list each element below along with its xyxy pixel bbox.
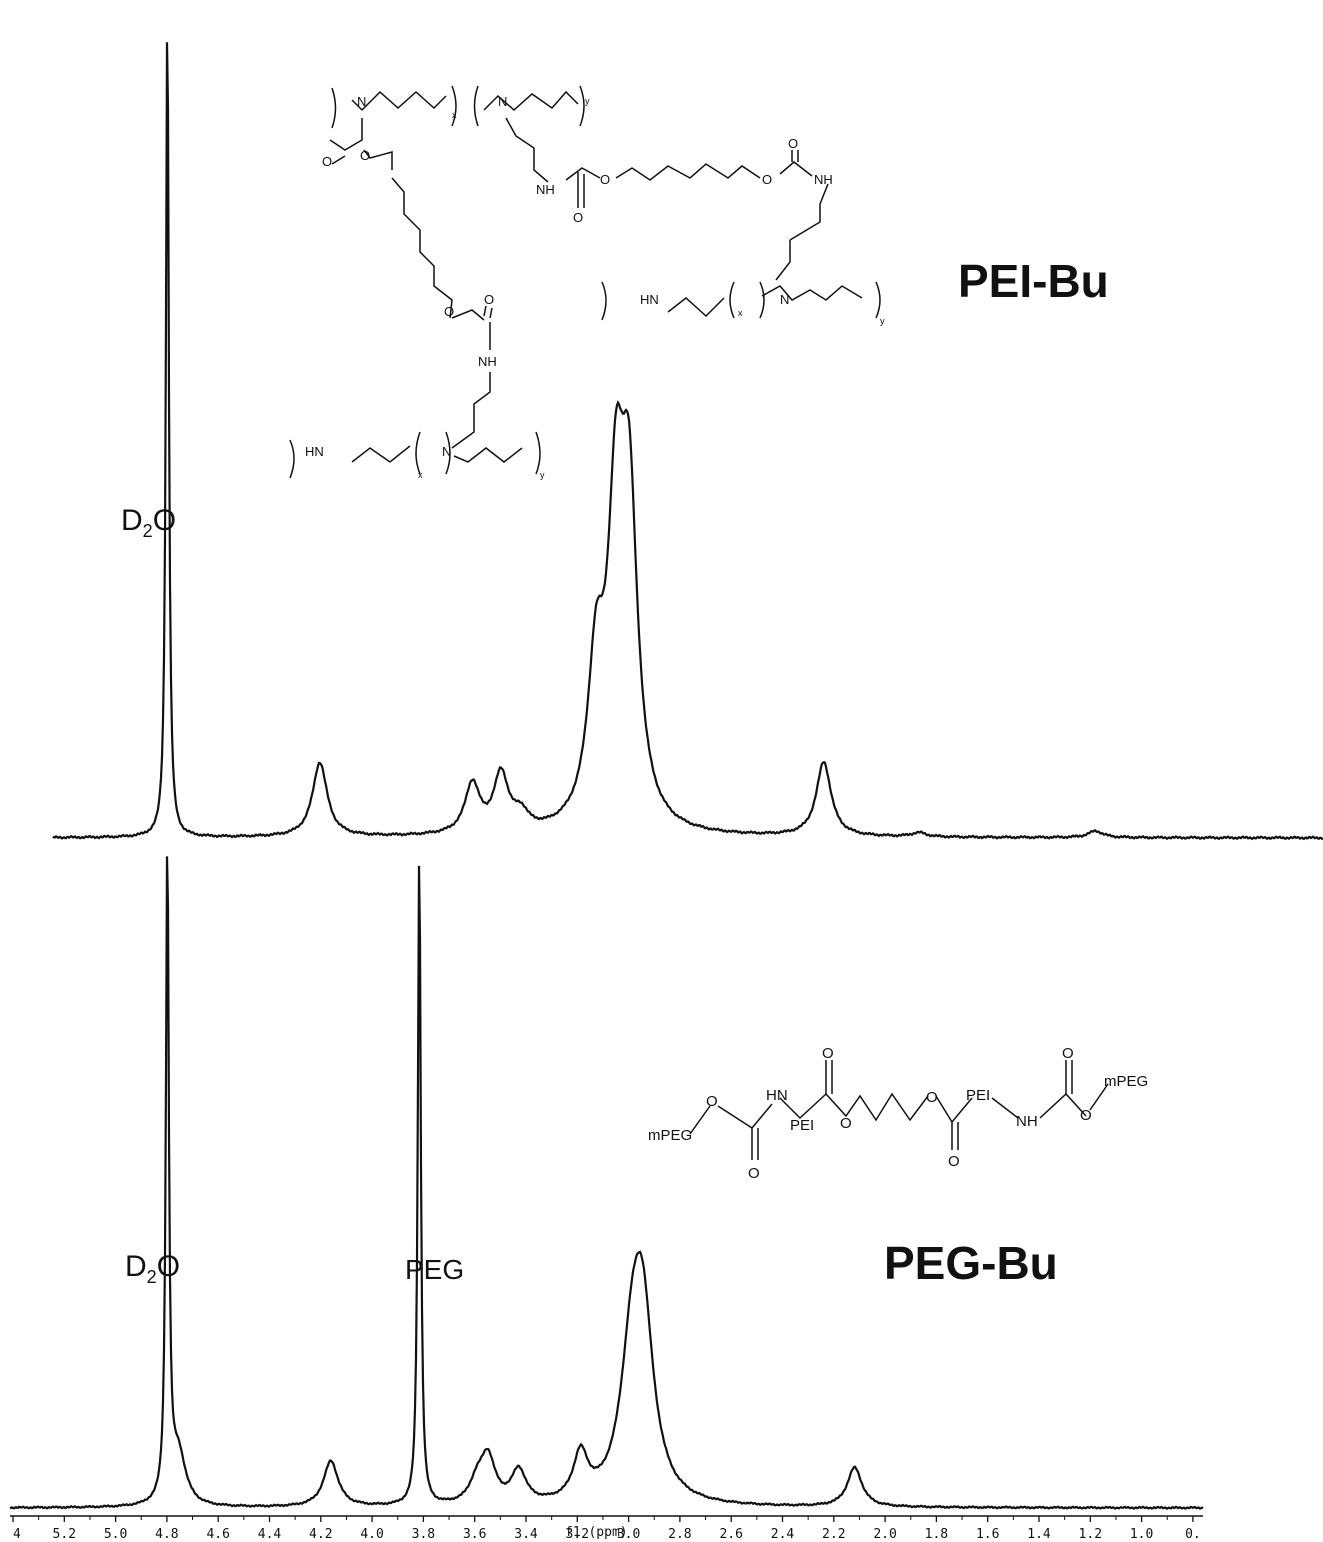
x-tick-label: 3.4 — [514, 1527, 538, 1542]
struct-text-hn1: HN — [305, 444, 324, 459]
x-tick-label: 4.8 — [155, 1527, 178, 1542]
struct-text-o4: O — [600, 172, 610, 187]
struct-text-peg-o5: O — [926, 1089, 938, 1106]
struct-text-x2: x — [418, 470, 423, 480]
struct-text-peg-o3: O — [822, 1045, 834, 1062]
struct-text-nh2: NH — [814, 172, 833, 187]
x-tick-label: 3.6 — [463, 1527, 486, 1542]
x-tick-label: 3.8 — [412, 1527, 435, 1542]
struct-text-o1: O — [322, 154, 332, 169]
struct-text-peg-o7: O — [1062, 1045, 1074, 1062]
x-tick-label: 4 — [13, 1527, 21, 1542]
pei-bu-structure: N x N y O O NH O O O O NH O O NH HN x N … — [289, 85, 885, 480]
x-tick-label: 0. — [1185, 1527, 1201, 1542]
x-tick-label: 2.0 — [873, 1527, 896, 1542]
x-tick-label: 4.4 — [258, 1527, 282, 1542]
pei-bu-label: PEI-Bu — [958, 255, 1109, 307]
struct-text-o2: O — [360, 148, 370, 163]
peg-bu-label: PEG-Bu — [884, 1237, 1058, 1289]
struct-text-o6: O — [788, 136, 798, 151]
struct-text-pei2: PEI — [966, 1087, 990, 1104]
struct-text-peg-o4: O — [840, 1115, 852, 1132]
peg-bu-spectrum-line — [9, 856, 1204, 1511]
x-tick-label: 1.6 — [976, 1527, 999, 1542]
struct-text-n2: N — [498, 94, 507, 109]
x-axis-ticks: 4 5.2 5.0 4.8 4.6 4.4 4.2 4.0 3.8 3.6 3.4 3.2 3.0 2.8… — [12, 1516, 1201, 1542]
struct-text-x1: x — [452, 110, 457, 120]
struct-text-hn2: HN — [640, 292, 659, 307]
struct-text-mpeg1: mPEG — [648, 1127, 692, 1144]
struct-text-y3: y — [880, 316, 885, 326]
x-tick-label: 4.6 — [206, 1527, 229, 1542]
struct-text-pei1: PEI — [790, 1117, 814, 1134]
x-tick-label: 1.0 — [1130, 1527, 1153, 1542]
struct-text-peg-o8: O — [1080, 1107, 1092, 1124]
struct-text-peg-o2: O — [748, 1165, 760, 1182]
d2o-label-top: D2O — [121, 504, 177, 541]
x-tick-label: 2.2 — [822, 1527, 845, 1542]
x-tick-label: 1.2 — [1079, 1527, 1102, 1542]
d2o-label-bottom: D2O — [125, 1250, 181, 1287]
struct-text-n3: N — [442, 444, 451, 459]
x-tick-label: 3.2 — [566, 1527, 589, 1542]
struct-text-peg-o6: O — [948, 1153, 960, 1170]
struct-text-n1: N — [357, 94, 366, 109]
x-tick-label: 2.6 — [719, 1527, 742, 1542]
struct-text-x3: x — [738, 308, 743, 318]
struct-text-o3: O — [573, 210, 583, 225]
peg-bu-structure: mPEG O O HN PEI O O O O PEI NH O O mPEG — [648, 1045, 1148, 1182]
struct-text-o8: O — [484, 292, 494, 307]
struct-text-o5: O — [762, 172, 772, 187]
x-tick-label: 5.0 — [104, 1527, 127, 1542]
struct-text-y2: y — [540, 470, 545, 480]
x-tick-label: 4.2 — [309, 1527, 332, 1542]
struct-text-hn: HN — [766, 1087, 788, 1104]
x-tick-label: 3.0 — [617, 1527, 640, 1542]
x-tick-label: 5.2 — [53, 1527, 76, 1542]
struct-text-y1: y — [585, 96, 590, 106]
struct-text-peg-o1: O — [706, 1093, 718, 1110]
x-tick-label: 2.8 — [668, 1527, 691, 1542]
x-tick-label: 2.4 — [771, 1527, 795, 1542]
struct-text-nh: NH — [1016, 1113, 1038, 1130]
x-tick-label: 1.4 — [1027, 1527, 1051, 1542]
pei-bu-spectrum-line — [52, 42, 1323, 841]
peg-peak-label: PEG — [405, 1254, 465, 1285]
x-tick-label: 4.0 — [360, 1527, 383, 1542]
x-axis-label: f1 (ppm) — [565, 1525, 628, 1540]
struct-text-nh3: NH — [478, 354, 497, 369]
struct-text-mpeg2: mPEG — [1104, 1073, 1148, 1090]
x-tick-label: 1.8 — [925, 1527, 948, 1542]
struct-text-n4: N — [780, 292, 789, 307]
struct-text-o7: O — [444, 304, 454, 319]
struct-text-nh1: NH — [536, 182, 555, 197]
